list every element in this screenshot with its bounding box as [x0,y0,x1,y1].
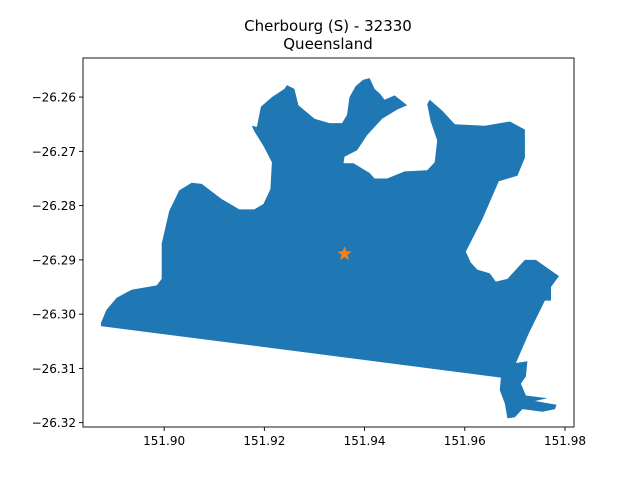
x-tick-label: 151.92 [243,434,285,448]
plot-area [82,57,575,428]
x-tick-label: 151.90 [143,434,185,448]
centroid-marker [337,246,352,261]
y-tick-label: −26.30 [32,308,76,322]
x-tick-label: 151.96 [444,434,486,448]
y-tick-label: −26.32 [32,416,76,430]
y-tick-label: −26.28 [32,199,76,213]
chart-subtitle: Queensland [283,35,372,53]
y-tick-label: −26.31 [32,362,76,376]
chart-title: Cherbourg (S) - 32330 [244,17,412,35]
x-tick-label: 151.94 [344,434,386,448]
y-tick-label: −26.26 [32,91,76,105]
y-tick-label: −26.29 [32,253,76,267]
x-axis: 151.90 151.92 151.94 151.96 151.98 [143,427,586,448]
y-axis: −26.26 −26.27 −26.28 −26.29 −26.30 −26.31 −26.… [32,91,83,430]
y-tick-label: −26.27 [32,145,76,159]
axes-frame [82,57,575,428]
region-boundary [101,78,559,419]
x-tick-label: 151.98 [544,434,586,448]
